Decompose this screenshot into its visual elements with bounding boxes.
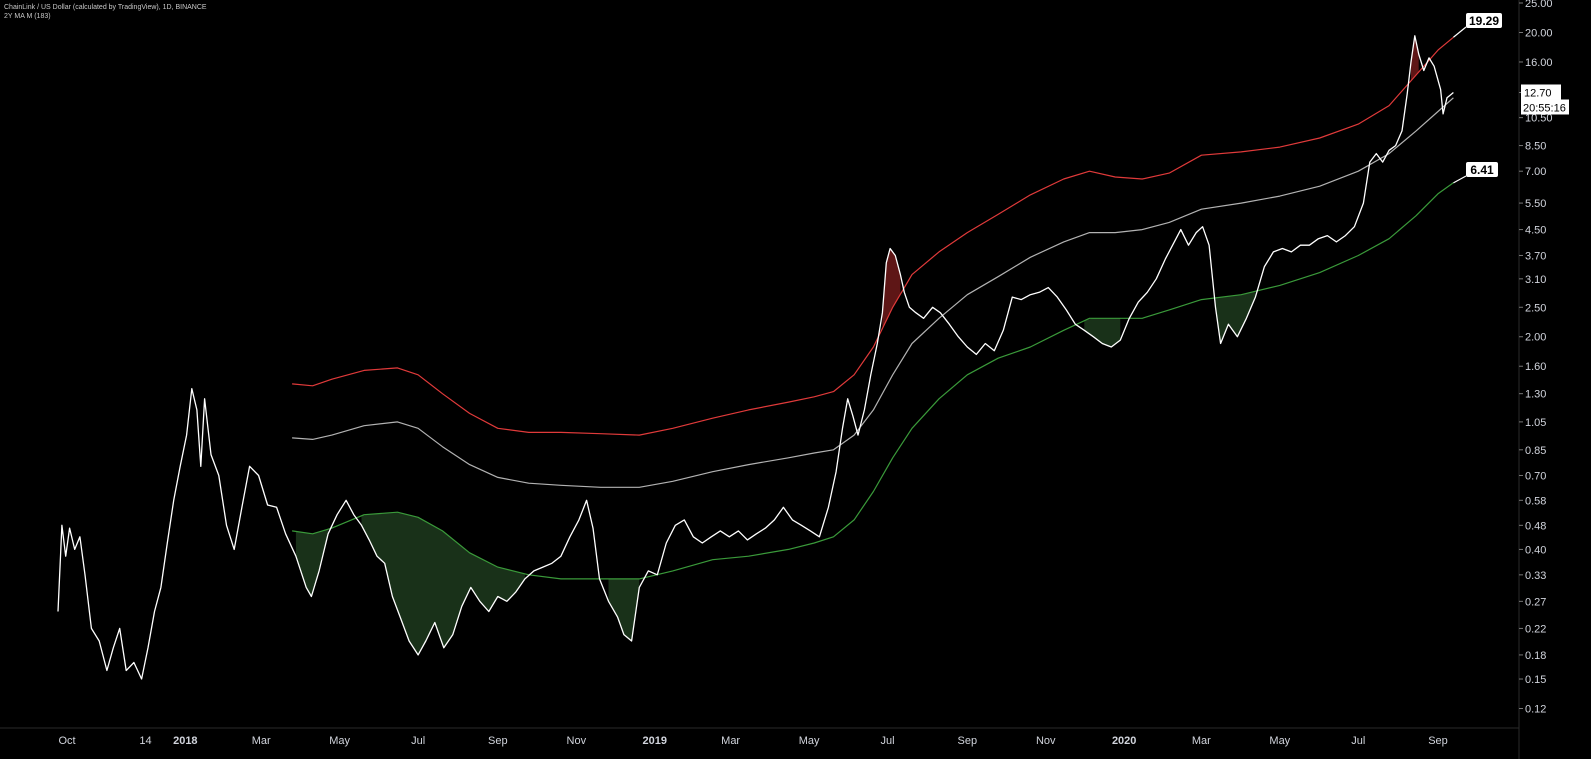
y-tick-label: 8.50 [1525,141,1546,153]
y-tick-label: 0.58 [1525,495,1546,507]
series-lines [57,35,1454,680]
y-tick-label: 0.70 [1525,470,1546,482]
price-line [57,35,1454,680]
x-tick-label: May [799,735,820,747]
y-tick-label: 0.48 [1525,520,1546,532]
y-tick-label: 25.00 [1525,0,1553,10]
y-tick-label: 0.18 [1525,650,1546,662]
y-tick-label: 0.33 [1525,570,1546,582]
x-tick-label: Sep [957,735,977,747]
ma-line [292,97,1454,488]
upper-callout-text: 19.29 [1469,14,1499,28]
last-price-box [1521,84,1561,100]
y-tick-label: 1.30 [1525,389,1546,401]
y-tick-label: 0.85 [1525,445,1546,457]
y-tick-label: 16.00 [1525,57,1553,69]
y-tick-label: 1.05 [1525,417,1546,429]
y-tick-label: 0.12 [1525,704,1546,716]
last-price-text: 12.70 [1524,87,1552,99]
indicator-title: 2Y MA M (183) [4,13,51,20]
upper-line [292,36,1454,436]
x-tick-label: Sep [1428,735,1448,747]
y-tick-label: 20.00 [1525,27,1553,39]
x-tick-label: Sep [488,735,508,747]
x-tick-label: Mar [1192,735,1211,747]
lower-callout-text: 6.41 [1470,163,1494,177]
y-tick-label: 7.00 [1525,166,1546,178]
y-tick-label: 2.00 [1525,332,1546,344]
time-axis[interactable]: Oct 14 2018 Mar May Jul Sep Nov 2019 Mar May Jul Sep… [0,727,1519,747]
x-tick-label: May [1269,735,1290,747]
x-tick-label: Nov [567,735,587,747]
x-tick-label: Nov [1036,735,1056,747]
lower-band-fill [1084,318,1121,347]
lower-band-fill [1215,291,1256,344]
y-tick-label: 0.40 [1525,544,1546,556]
chart-header: ChainLink / US Dollar (calculated by Tra… [4,3,207,21]
upper-callout-box [1466,13,1502,28]
y-tick-label: 0.22 [1525,623,1546,635]
x-tick-label: May [329,735,350,747]
symbol-title: ChainLink / US Dollar (calculated by Tra… [4,4,207,11]
x-tick-label: 2019 [643,735,667,747]
y-tick-label: 2.50 [1525,302,1546,314]
lower-line [292,182,1454,580]
lower-band-fill [361,512,525,655]
y-tick-label: 3.70 [1525,250,1546,262]
y-tick-label: 3.10 [1525,274,1546,286]
x-tick-label: Jul [1351,735,1365,747]
x-tick-label: 2020 [1112,735,1136,747]
y-tick-label: 10.50 [1525,113,1553,125]
x-tick-label: Jul [881,735,895,747]
x-tick-label: Mar [721,735,740,747]
lower-band-fill [608,578,640,641]
band-fills [295,35,1419,655]
x-tick-label: 2018 [173,735,197,747]
upper-callout-leader [1453,26,1467,38]
x-tick-label: Oct [58,735,75,747]
lower-band-fill [295,529,329,597]
lower-callout-box [1466,162,1498,177]
y-tick-label: 1.60 [1525,361,1546,373]
countdown-box [1521,99,1569,115]
y-tick-label: 0.27 [1525,596,1546,608]
y-tick-label: 5.50 [1525,198,1546,210]
upper-band-fill [882,248,901,329]
x-tick-label: 14 [139,735,151,747]
countdown-text: 20:55:16 [1523,102,1566,114]
y-tick-label: 4.50 [1525,225,1546,237]
x-tick-label: Mar [252,735,271,747]
x-tick-label: Jul [411,735,425,747]
lower-callout-leader [1453,175,1467,184]
value-labels: 19.29 6.41 12.70 20:55:16 [1453,13,1569,184]
y-tick-label: 0.15 [1525,674,1546,686]
